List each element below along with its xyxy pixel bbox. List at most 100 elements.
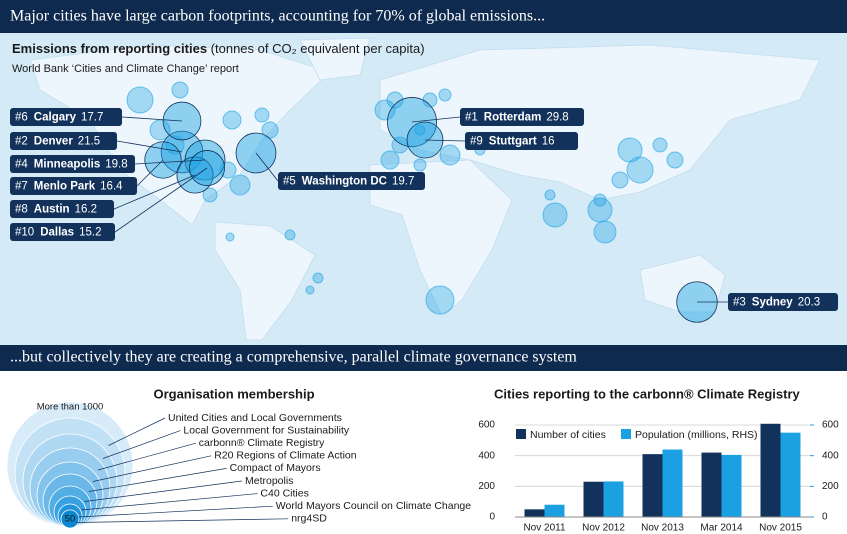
organisation-label: carbonn® Climate Registry: [199, 437, 325, 449]
city-bubble: [593, 220, 617, 244]
bar: [524, 509, 545, 517]
membership-leader: [97, 442, 196, 471]
x-tick-label: Nov 2015: [759, 523, 802, 534]
city-name: Menlo Park: [34, 181, 96, 193]
rank: #8: [15, 204, 28, 216]
bar: [544, 504, 565, 517]
map-subtitle: World Bank ‘Cities and Climate Change’ r…: [12, 63, 239, 75]
organisation-label: Local Government for Sustainability: [183, 424, 349, 436]
city-value: 16.4: [100, 181, 123, 193]
city-bubble: [439, 144, 461, 166]
rank: #2: [15, 136, 28, 148]
city-label: #1 Rotterdam 29.8: [465, 112, 569, 124]
bar: [583, 481, 604, 517]
city-bubble: [666, 151, 684, 169]
leader-line: [424, 139, 466, 142]
bar-chart: 0 200 400 600 0 200 400 600 Nov 2011 Nov 2012 Nov …: [478, 420, 839, 534]
map-title-note: (tonnes of CO₂ equivalent per capita): [211, 41, 425, 56]
city-bubble: [626, 156, 654, 184]
city-value: 20.3: [798, 297, 820, 309]
rank: #3: [733, 297, 746, 309]
y2-tick-label: 200: [822, 481, 839, 492]
north-america: [29, 44, 331, 226]
leader-line: [121, 116, 183, 122]
city-bubble: [126, 86, 154, 114]
label-box: [460, 108, 584, 126]
organisation-label: Metropolis: [245, 475, 293, 487]
organisation-label: C40 Cities: [260, 487, 308, 499]
city-label: #2 Denver 21.5: [15, 136, 100, 148]
city-bubble: [202, 187, 218, 203]
banner-text: Major cities have large carbon footprint…: [10, 8, 545, 25]
city-bubble: [225, 232, 235, 242]
city-value: 19.7: [392, 176, 414, 188]
city-bubble: [386, 91, 404, 109]
city-bubble: [438, 88, 452, 102]
city-bubble: [165, 135, 185, 155]
ranked-city-bubble: [235, 132, 277, 174]
banner-text: ...but collectively they are creating a …: [10, 349, 577, 366]
city-bubble: [542, 202, 568, 228]
x-tick-label: Nov 2012: [582, 523, 625, 534]
x-tick-label: Nov 2013: [641, 523, 684, 534]
bottom-banner: [0, 345, 847, 371]
label-box: [728, 293, 838, 311]
map-title-main: Emissions from reporting cities: [12, 41, 207, 56]
city-bubble: [380, 150, 400, 170]
rank: #5: [283, 176, 296, 188]
bar: [642, 454, 663, 517]
city-bubble: [261, 121, 279, 139]
city-value: 29.8: [546, 112, 568, 124]
membership-circle: [60, 509, 80, 529]
city-name: Sydney: [752, 297, 794, 309]
city-value: 19.8: [105, 159, 127, 171]
city-bubble: [171, 81, 189, 99]
rank: #4: [15, 159, 28, 171]
city-bubble: [544, 189, 556, 201]
city-labels: #1 Rotterdam 29.8#2 Denver 21.5#3 Sydney 20.3#…: [10, 108, 838, 311]
organisation-label: World Mayors Council on Climate Change: [276, 500, 471, 512]
legend-swatch: [621, 429, 631, 439]
label-box: [10, 132, 117, 150]
city-label: #6 Calgary 17.7: [15, 112, 103, 124]
legend-label: Population (millions, RHS): [635, 429, 758, 441]
y2-tick-label: 0: [822, 512, 828, 523]
y-tick-label: 0: [489, 512, 495, 523]
city-bubble: [305, 285, 315, 295]
city-bubble: [652, 137, 668, 153]
x-tick-label: Mar 2014: [700, 523, 743, 534]
bar: [760, 423, 781, 517]
city-bubble: [284, 229, 296, 241]
membership-leader: [88, 468, 227, 492]
city-bubble: [413, 158, 427, 172]
legend-swatch: [516, 429, 526, 439]
city-bubble: [587, 197, 613, 223]
leader-line: [113, 174, 196, 210]
organisation-label: United Cities and Local Governments: [168, 412, 342, 424]
city-value: 16: [542, 136, 555, 148]
membership-leader: [84, 480, 243, 502]
city-label: #3 Sydney 20.3: [733, 297, 820, 309]
y-tick-label: 200: [478, 481, 495, 492]
city-label: #5 Washington DC 19.7: [283, 176, 414, 188]
organisation-label: Compact of Mayors: [230, 462, 321, 474]
city-bubble: [611, 171, 629, 189]
chart-title: Cities reporting to the carbonn® Climate…: [494, 386, 801, 401]
city-bubble: [414, 124, 426, 136]
city-value: 15.2: [79, 227, 101, 239]
city-name: Stuttgart: [489, 136, 537, 148]
bottom-label: 50: [65, 514, 76, 525]
city-bubble: [222, 110, 242, 130]
organisation-label: nrg4SD: [291, 513, 327, 525]
leader-line: [411, 116, 461, 123]
leader-line: [116, 140, 183, 153]
y2-tick-label: 400: [822, 450, 839, 461]
label-box: [10, 108, 122, 126]
city-bubble: [254, 107, 270, 123]
city-label: #8 Austin 16.2: [15, 204, 97, 216]
city-value: 17.7: [81, 112, 103, 124]
organisation-label: R20 Regions of Climate Action: [214, 450, 357, 462]
x-tick-label: Nov 2011: [523, 523, 566, 534]
membership-leader: [78, 505, 273, 518]
bar: [603, 481, 624, 517]
